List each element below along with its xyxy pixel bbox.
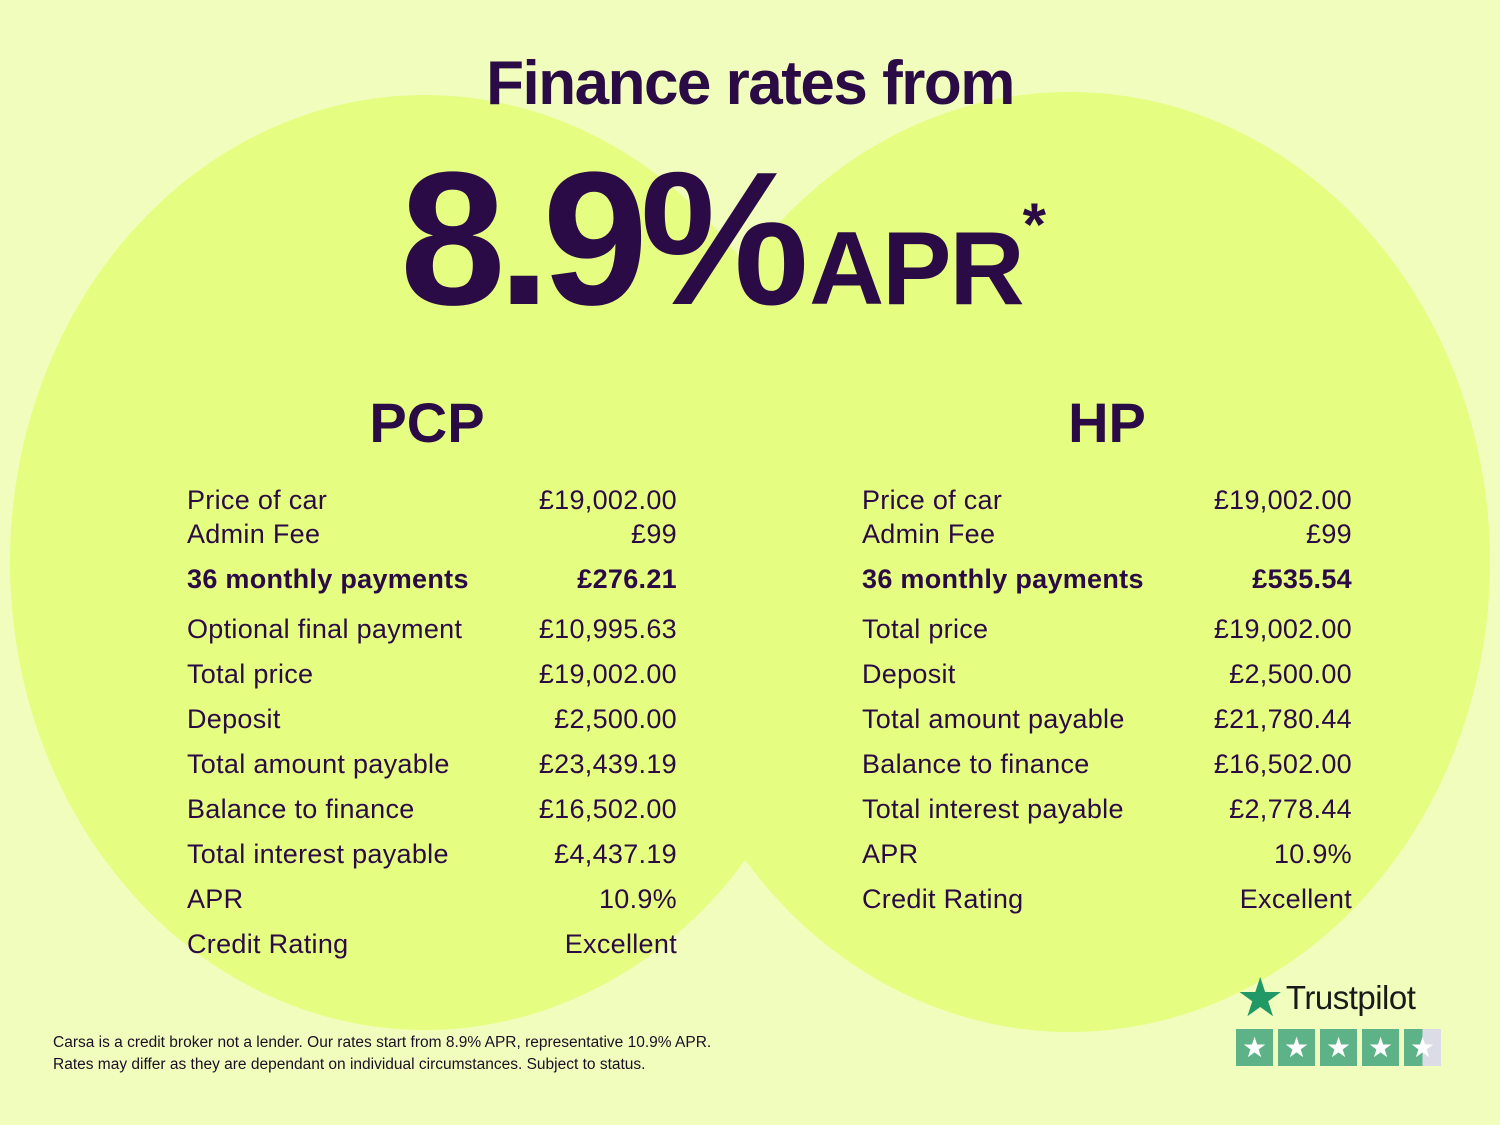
hp-row: Balance to finance £16,502.00 <box>862 742 1352 787</box>
pcp-row: Deposit £2,500.00 <box>187 697 677 742</box>
pcp-title: PCP <box>369 391 485 454</box>
row-value: Excellent <box>564 929 677 959</box>
trustpilot-badge: ★ Trustpilot ★ ★ ★ ★ ★ <box>1236 968 1441 1066</box>
row-label: Price of car <box>187 485 328 515</box>
row-label: Total amount payable <box>187 749 450 779</box>
row-value: £99 <box>1306 519 1352 549</box>
hp-row: Total interest payable £2,778.44 <box>862 787 1352 832</box>
row-label: Admin Fee <box>862 519 996 549</box>
hp-row: APR 10.9% <box>862 832 1352 877</box>
pcp-row: Admin Fee £99 <box>187 517 677 551</box>
star-icon: ★ <box>1236 968 1284 1028</box>
row-value: £19,002.00 <box>1213 614 1352 644</box>
row-value: £19,002.00 <box>538 485 677 515</box>
row-label: Total price <box>187 659 314 689</box>
rate-display: 8.9%APR* <box>400 130 1046 348</box>
hp-row: 36 monthly payments £535.54 <box>862 551 1352 607</box>
row-label: Credit Rating <box>862 884 1024 914</box>
row-label: Balance to finance <box>862 749 1090 779</box>
rating-star-icon: ★ <box>1278 1029 1315 1066</box>
trustpilot-brand: Trustpilot <box>1285 979 1416 1016</box>
row-label: Credit Rating <box>187 929 349 959</box>
pcp-row: Price of car £19,002.00 <box>187 483 677 517</box>
row-label: Total interest payable <box>187 839 449 869</box>
row-label: 36 monthly payments <box>187 564 469 594</box>
pcp-row: Balance to finance £16,502.00 <box>187 787 677 832</box>
row-label: Deposit <box>187 704 281 734</box>
row-value: £99 <box>631 519 677 549</box>
pcp-row: Total amount payable £23,439.19 <box>187 742 677 787</box>
row-value: £10,995.63 <box>538 614 677 644</box>
row-value: Excellent <box>1239 884 1352 914</box>
background-circle-right <box>650 92 1490 1032</box>
hp-table: HP Price of car £19,002.00 Admin Fee £99 36 … <box>862 390 1352 922</box>
row-label: APR <box>187 884 244 914</box>
pcp-row: Credit Rating Excellent <box>187 922 677 967</box>
row-value: £23,439.19 <box>538 749 677 779</box>
hp-row: Admin Fee £99 <box>862 517 1352 551</box>
row-value: 10.9% <box>1273 839 1352 869</box>
rate-suffix: APR <box>809 211 1025 327</box>
row-label: Total amount payable <box>862 704 1125 734</box>
hp-row: Total price £19,002.00 <box>862 607 1352 652</box>
pcp-table: PCP Price of car £19,002.00 Admin Fee £99 36… <box>187 390 677 967</box>
row-label: Total price <box>862 614 989 644</box>
pcp-row: Total interest payable £4,437.19 <box>187 832 677 877</box>
row-value: £276.21 <box>577 564 677 594</box>
rating-star-icon: ★ <box>1362 1029 1399 1066</box>
row-value: £535.54 <box>1252 564 1352 594</box>
row-label: Total interest payable <box>862 794 1124 824</box>
row-value: £16,502.00 <box>1213 749 1352 779</box>
hp-title: HP <box>1068 391 1146 454</box>
row-value: £2,500.00 <box>1229 659 1352 689</box>
row-label: APR <box>862 839 919 869</box>
row-value: £19,002.00 <box>1213 485 1352 515</box>
rating-star-icon: ★ <box>1320 1029 1357 1066</box>
rating-star-icon: ★ <box>1236 1029 1273 1066</box>
hp-row: Price of car £19,002.00 <box>862 483 1352 517</box>
row-value: 10.9% <box>598 884 677 914</box>
pcp-row: APR 10.9% <box>187 877 677 922</box>
hp-row: Total amount payable £21,780.44 <box>862 697 1352 742</box>
row-value: £21,780.44 <box>1213 704 1352 734</box>
rate-value: 8.9% <box>400 133 809 345</box>
disclaimer: Carsa is a credit broker not a lender. O… <box>53 1032 711 1076</box>
row-value: £19,002.00 <box>538 659 677 689</box>
pcp-row: Total price £19,002.00 <box>187 652 677 697</box>
rate-asterisk: * <box>1022 191 1047 258</box>
row-label: 36 monthly payments <box>862 564 1144 594</box>
disclaimer-line: Rates may differ as they are dependant o… <box>53 1056 646 1073</box>
pcp-row: Optional final payment £10,995.63 <box>187 607 677 652</box>
row-label: Deposit <box>862 659 956 689</box>
disclaimer-line: Carsa is a credit broker not a lender. O… <box>53 1034 712 1051</box>
row-value: £2,500.00 <box>554 704 677 734</box>
hp-row: Credit Rating Excellent <box>862 877 1352 922</box>
row-label: Optional final payment <box>187 614 463 644</box>
trustpilot-rating: ★ ★ ★ ★ ★ <box>1236 1029 1441 1066</box>
row-value: £2,778.44 <box>1229 794 1352 824</box>
row-label: Price of car <box>862 485 1003 515</box>
row-label: Balance to finance <box>187 794 415 824</box>
headline: Finance rates from <box>486 49 1015 118</box>
row-value: £16,502.00 <box>538 794 677 824</box>
row-label: Admin Fee <box>187 519 321 549</box>
row-value: £4,437.19 <box>554 839 677 869</box>
hp-row: Deposit £2,500.00 <box>862 652 1352 697</box>
rating-star-icon: ★ <box>1404 1029 1441 1066</box>
pcp-row: 36 monthly payments £276.21 <box>187 551 677 607</box>
